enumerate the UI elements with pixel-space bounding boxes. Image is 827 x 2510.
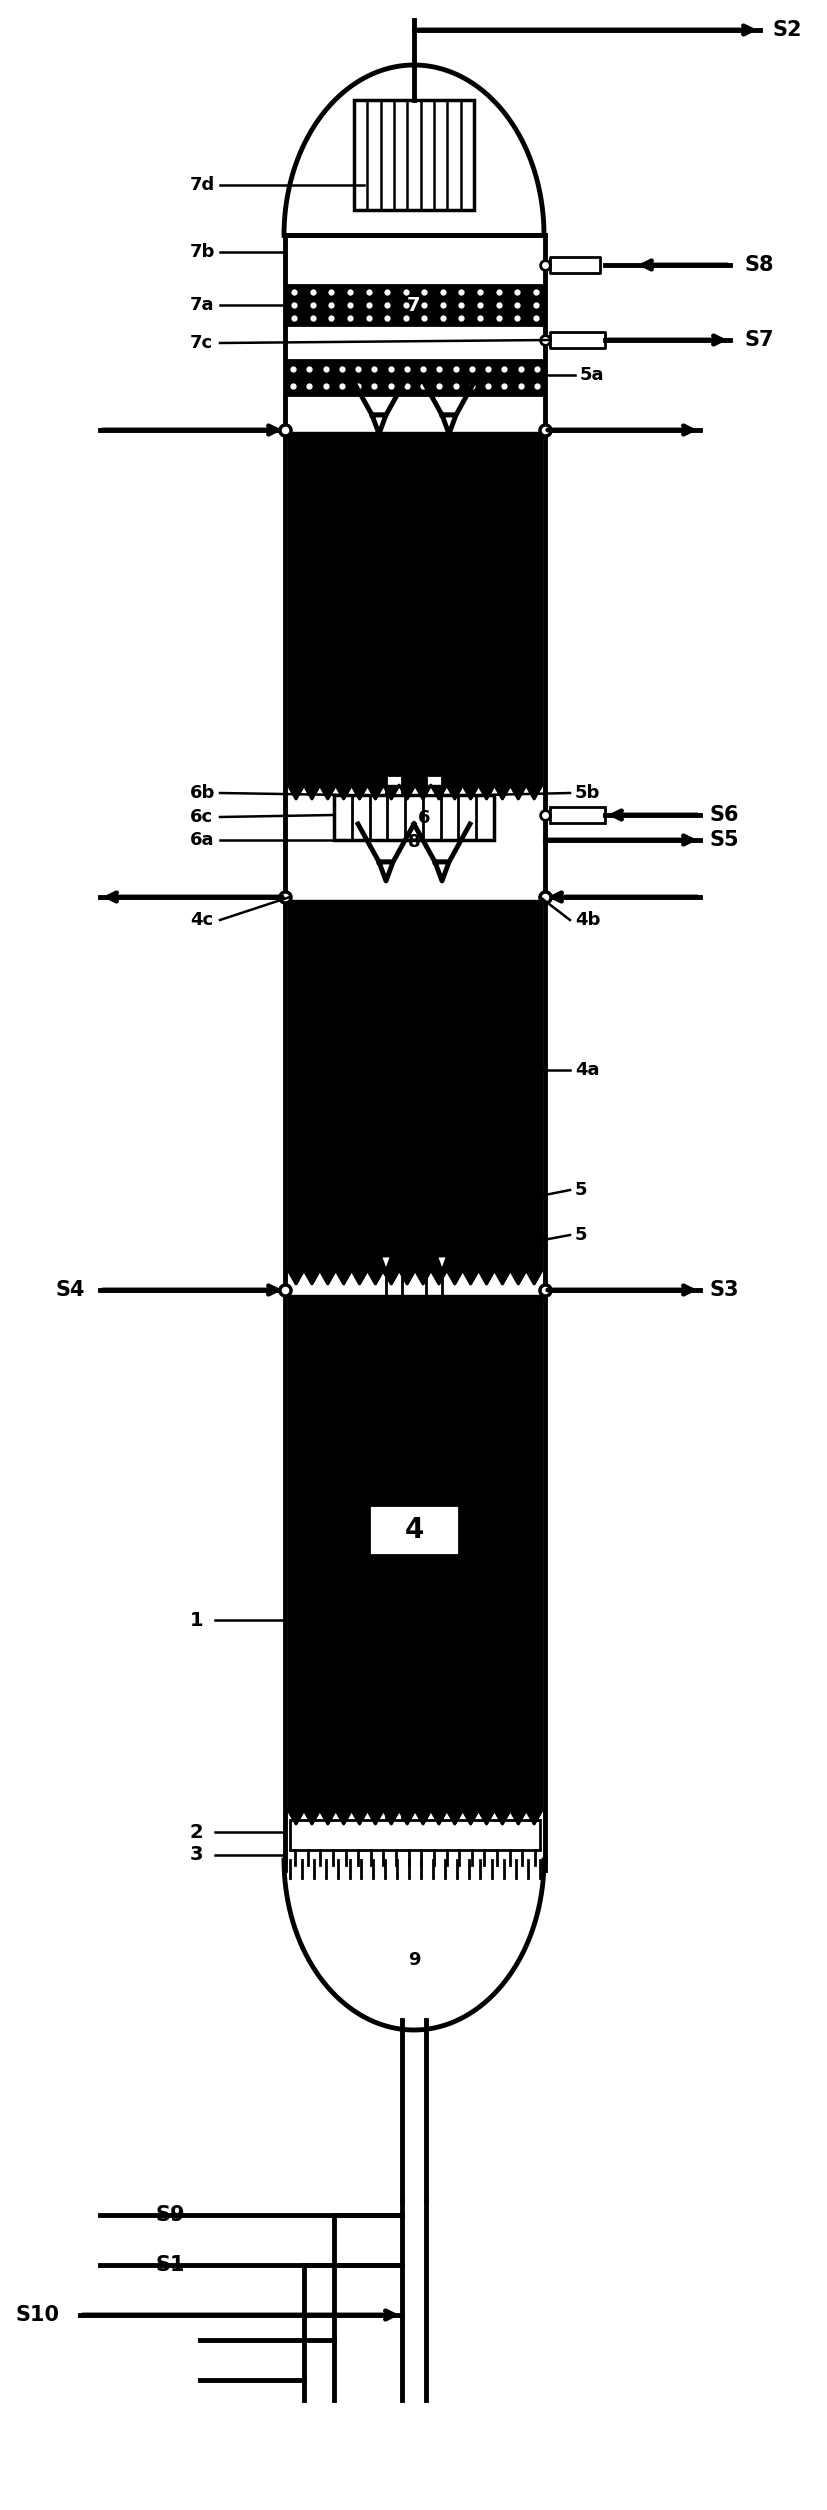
Bar xyxy=(385,786,402,813)
Text: 7c: 7c xyxy=(189,334,213,351)
Text: 8: 8 xyxy=(407,833,420,851)
Bar xyxy=(549,808,605,823)
Bar xyxy=(284,359,544,394)
Text: 1: 1 xyxy=(189,1611,203,1629)
Text: 5: 5 xyxy=(574,1225,587,1245)
Text: 6b: 6b xyxy=(189,783,215,803)
Bar xyxy=(284,286,544,324)
Text: S6: S6 xyxy=(709,806,739,826)
Text: 6: 6 xyxy=(418,808,430,826)
Text: 4b: 4b xyxy=(574,911,600,929)
Text: 2: 2 xyxy=(189,1822,203,1842)
Bar xyxy=(549,331,605,349)
Text: 5b: 5b xyxy=(574,783,600,803)
Text: 7b: 7b xyxy=(189,243,215,261)
Polygon shape xyxy=(379,861,393,881)
Text: S4: S4 xyxy=(55,1280,85,1300)
Polygon shape xyxy=(434,861,448,881)
Bar xyxy=(549,256,600,274)
Bar xyxy=(385,1270,402,1298)
Bar xyxy=(385,1810,402,1837)
Text: S8: S8 xyxy=(744,256,773,276)
Polygon shape xyxy=(371,414,385,434)
Text: S3: S3 xyxy=(709,1280,739,1300)
Bar xyxy=(425,776,442,796)
Bar xyxy=(425,1810,442,1837)
Text: 7a: 7a xyxy=(189,296,214,314)
Polygon shape xyxy=(434,1255,448,1275)
Text: S9: S9 xyxy=(155,2204,184,2224)
Bar xyxy=(333,796,494,841)
Text: S10: S10 xyxy=(16,2304,60,2324)
Text: 7: 7 xyxy=(407,296,420,314)
Text: 5: 5 xyxy=(574,1182,587,1200)
Bar xyxy=(425,1270,442,1298)
Bar xyxy=(354,100,473,211)
Bar xyxy=(288,1295,542,1810)
Text: S5: S5 xyxy=(709,831,739,851)
Text: 3: 3 xyxy=(189,1845,203,1865)
Text: S1: S1 xyxy=(155,2254,184,2274)
Bar xyxy=(288,432,542,786)
Text: S7: S7 xyxy=(744,329,773,349)
Text: 9: 9 xyxy=(407,1950,420,1968)
Text: 6c: 6c xyxy=(189,808,213,826)
Bar xyxy=(425,786,442,813)
Text: 5a: 5a xyxy=(579,366,604,384)
Bar xyxy=(288,901,542,1270)
Bar xyxy=(289,1820,539,1850)
Text: S2: S2 xyxy=(772,20,801,40)
Polygon shape xyxy=(379,1255,393,1275)
Text: 6a: 6a xyxy=(189,831,214,848)
Text: 7d: 7d xyxy=(189,176,215,193)
Text: 4c: 4c xyxy=(189,911,213,929)
Text: 4a: 4a xyxy=(574,1062,599,1079)
Bar xyxy=(369,1506,458,1556)
Text: 4: 4 xyxy=(404,1516,423,1544)
Polygon shape xyxy=(442,414,456,434)
Bar xyxy=(385,776,402,796)
